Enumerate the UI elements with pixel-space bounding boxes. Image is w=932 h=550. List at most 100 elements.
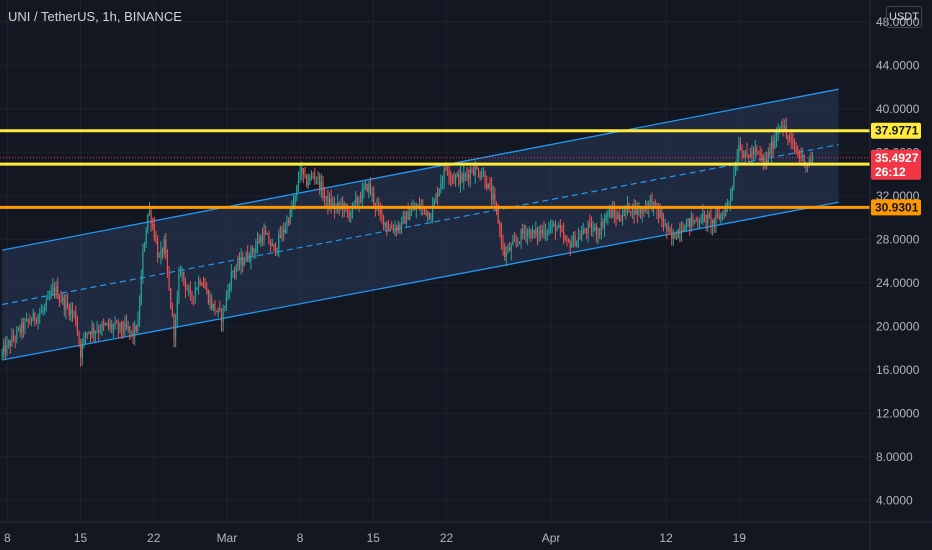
candle-body	[445, 167, 447, 169]
candle-body	[19, 328, 21, 333]
candle-body	[175, 319, 177, 338]
candle-body	[716, 214, 719, 216]
candle-body	[304, 174, 306, 176]
candle-body	[265, 231, 267, 235]
x-tick-label: 12	[659, 531, 673, 545]
candle-body	[772, 141, 774, 149]
candle-body	[617, 214, 619, 219]
candle-body	[775, 136, 778, 141]
candle-body	[104, 324, 106, 326]
candle-body	[6, 343, 8, 354]
candle-body	[63, 297, 65, 310]
candle-body	[587, 223, 589, 233]
candle-body	[687, 218, 689, 223]
candle-body	[581, 234, 583, 239]
candle-body	[389, 227, 391, 231]
candle-body	[204, 286, 206, 289]
candle-body	[240, 257, 242, 266]
candle-body	[163, 239, 165, 253]
candle-body	[176, 297, 178, 320]
candle-body	[689, 218, 691, 227]
candle-body	[648, 201, 650, 209]
candle-body	[85, 332, 87, 336]
currency-unit-button[interactable]: USDT	[886, 6, 922, 28]
candle-body	[752, 151, 755, 155]
candle-body	[258, 240, 260, 243]
candle-body	[658, 210, 660, 217]
candle-body	[263, 231, 265, 242]
candle-body	[615, 214, 617, 219]
candle-body	[140, 276, 142, 304]
x-tick-label: 19	[733, 531, 747, 545]
candle-body	[669, 228, 671, 233]
candle-body	[127, 326, 129, 328]
candle-body	[76, 322, 78, 333]
candle-body	[440, 183, 442, 190]
candle-body	[306, 175, 308, 186]
candle-body	[797, 151, 799, 153]
candle-body	[541, 230, 543, 234]
candle-body	[548, 227, 550, 233]
candle-body	[592, 229, 594, 233]
candle-body	[620, 219, 622, 221]
candle-body	[271, 243, 273, 247]
candle-body	[651, 197, 653, 210]
y-tick-label: 12.0000	[876, 406, 920, 420]
candle-body	[432, 205, 434, 219]
candle-body	[802, 154, 804, 159]
candle-body	[605, 215, 607, 221]
candle-body	[160, 249, 162, 257]
candle-body	[327, 196, 329, 207]
candle-body	[260, 236, 262, 243]
candle-body	[450, 175, 452, 177]
candle-body	[360, 200, 362, 202]
candle-body	[96, 330, 98, 332]
candle-body	[94, 331, 96, 333]
candle-body	[29, 321, 31, 323]
candle-body	[30, 320, 33, 323]
candle-body	[554, 223, 557, 232]
candle-body	[784, 126, 786, 129]
candle-body	[371, 192, 373, 194]
candle-body	[353, 201, 355, 204]
candle-body	[530, 230, 532, 239]
candle-body	[150, 210, 152, 224]
candle-body	[576, 241, 578, 247]
candle-body	[404, 215, 406, 224]
candle-body	[109, 324, 111, 327]
candle-body	[358, 200, 360, 204]
y-tick-label: 24.0000	[876, 276, 920, 290]
candle-body	[643, 208, 645, 212]
candle-body	[214, 303, 216, 312]
candle-body	[279, 234, 281, 238]
candle-body	[792, 139, 794, 143]
candle-body	[373, 192, 375, 203]
candle-body	[782, 125, 784, 129]
candle-body	[589, 223, 591, 225]
candle-body	[315, 177, 317, 179]
candle-body	[476, 166, 478, 170]
price-axis-panel	[870, 0, 932, 550]
candle-body	[666, 223, 668, 231]
symbol-title[interactable]: UNI / TetherUS, 1h, BINANCE	[8, 9, 182, 24]
candle-body	[253, 251, 255, 253]
candle-body	[312, 176, 314, 178]
candle-body	[50, 291, 52, 297]
candle-body	[3, 345, 5, 352]
candle-body	[374, 202, 376, 208]
candle-body	[283, 229, 285, 233]
candle-body	[466, 174, 468, 176]
channel-upper-line[interactable]	[1, 88, 839, 251]
candle-body	[618, 214, 620, 220]
candle-body	[437, 194, 439, 197]
candle-body	[137, 319, 139, 332]
level-badge-yellow-bg	[871, 122, 921, 139]
candle-body	[125, 323, 128, 328]
candle-body	[147, 214, 149, 231]
candle-body	[9, 341, 11, 346]
candle-body	[468, 174, 470, 179]
candle-body	[189, 289, 191, 294]
candle-body	[749, 155, 751, 158]
